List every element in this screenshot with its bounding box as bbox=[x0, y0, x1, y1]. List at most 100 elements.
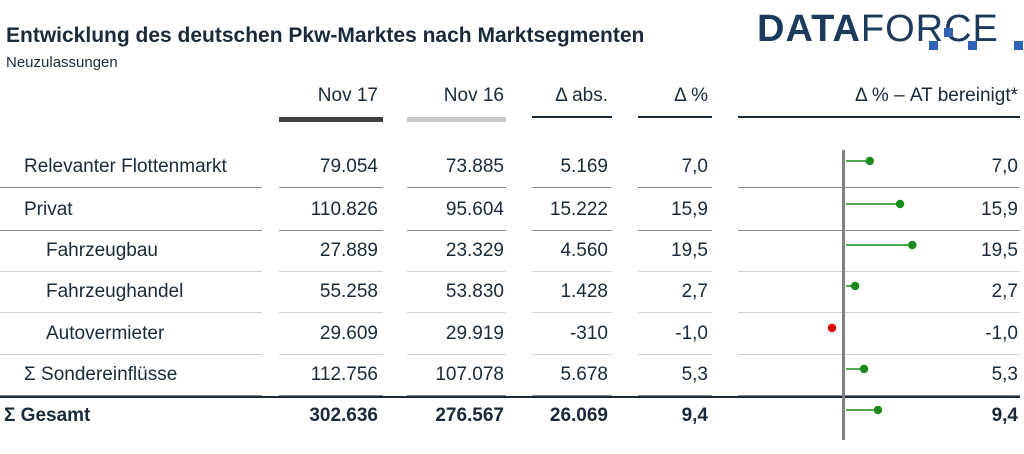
row-separator bbox=[738, 187, 1020, 188]
cell-nov16: 29.919 bbox=[445, 323, 504, 344]
table-row: Σ Gesamt 302.636 276.567 26.069 9,4 9,4 bbox=[0, 396, 1024, 437]
row-separator bbox=[532, 230, 612, 231]
cell-nov17: 29.609 bbox=[319, 323, 378, 344]
row-label: Relevanter Flottenmarkt bbox=[24, 156, 227, 177]
table-row: Fahrzeugbau 27.889 23.329 4.560 19,5 19,5 bbox=[0, 231, 1024, 272]
abs-header-rule bbox=[532, 116, 612, 118]
row-separator bbox=[638, 312, 712, 313]
cell-adj-label: 19,5 bbox=[981, 240, 1018, 261]
row-separator bbox=[532, 312, 612, 313]
row-label: Σ Sondereinflüsse bbox=[24, 364, 178, 385]
col-header-abs: Δ abs. bbox=[555, 85, 608, 106]
row-separator bbox=[407, 230, 506, 231]
col-header-pct: Δ % bbox=[674, 85, 708, 106]
cell-abs: 5.169 bbox=[560, 156, 608, 177]
cell-abs: 4.560 bbox=[560, 240, 608, 261]
logo-square bbox=[944, 28, 953, 37]
row-separator bbox=[532, 354, 612, 355]
table-row: Fahrzeughandel 55.258 53.830 1.428 2,7 2,7 bbox=[0, 272, 1024, 313]
row-separator bbox=[638, 395, 712, 396]
cell-nov16: 95.604 bbox=[445, 199, 504, 220]
cell-adj-label: 7,0 bbox=[991, 156, 1018, 177]
cell-nov16: 23.329 bbox=[445, 240, 504, 261]
cell-adj-label: -1,0 bbox=[985, 323, 1018, 344]
row-separator bbox=[279, 312, 383, 313]
row-label: Σ Gesamt bbox=[4, 405, 91, 426]
cell-abs: 26.069 bbox=[549, 405, 608, 426]
row-label: Fahrzeughandel bbox=[46, 281, 184, 302]
cell-abs: 1.428 bbox=[560, 281, 608, 302]
col-header-adjusted: Δ % – AT bereinigt* bbox=[854, 85, 1018, 106]
page-subtitle: Neuzulassungen bbox=[6, 54, 118, 71]
cell-pct: 2,7 bbox=[681, 281, 708, 302]
cell-nov17: 112.756 bbox=[310, 364, 378, 385]
logo-wordmark: DATAFORCE bbox=[757, 8, 999, 51]
row-separator bbox=[279, 230, 383, 231]
row-separator bbox=[279, 395, 383, 396]
row-separator bbox=[407, 395, 506, 396]
row-separator bbox=[0, 312, 262, 313]
cell-abs: 5.678 bbox=[560, 364, 608, 385]
row-separator bbox=[279, 354, 383, 355]
dataforce-logo: DATAFORCE bbox=[757, 8, 1024, 52]
zero-axis-line bbox=[842, 150, 845, 440]
cell-abs: -310 bbox=[569, 323, 608, 344]
row-separator bbox=[738, 271, 1020, 272]
nov17-header-bar bbox=[279, 117, 383, 122]
page-title: Entwicklung des deutschen Pkw-Marktes na… bbox=[6, 24, 645, 47]
cell-nov16: 53.830 bbox=[445, 281, 504, 302]
row-separator bbox=[407, 354, 506, 355]
cell-nov17: 27.889 bbox=[319, 240, 378, 261]
row-separator bbox=[638, 271, 712, 272]
cell-pct: 7,0 bbox=[681, 156, 708, 177]
cell-abs: 15.222 bbox=[549, 199, 608, 220]
row-separator bbox=[0, 395, 262, 396]
cell-adj-label: 9,4 bbox=[991, 405, 1018, 426]
row-separator bbox=[279, 271, 383, 272]
row-separator bbox=[0, 187, 262, 188]
col-header-nov16: Nov 16 bbox=[443, 85, 504, 106]
cell-nov17: 55.258 bbox=[319, 281, 378, 302]
cell-pct: 19,5 bbox=[671, 240, 708, 261]
cell-pct: -1,0 bbox=[675, 323, 708, 344]
row-separator bbox=[738, 230, 1020, 231]
row-separator bbox=[0, 354, 262, 355]
table-row: Privat 110.826 95.604 15.222 15,9 15,9 bbox=[0, 190, 1024, 231]
cell-nov16: 73.885 bbox=[445, 156, 504, 177]
row-label: Fahrzeugbau bbox=[46, 240, 158, 261]
cell-pct: 5,3 bbox=[681, 364, 708, 385]
pct-header-rule bbox=[638, 116, 712, 118]
row-separator bbox=[407, 271, 506, 272]
row-separator bbox=[532, 187, 612, 188]
row-separator bbox=[738, 354, 1020, 355]
cell-nov17: 79.054 bbox=[319, 156, 378, 177]
adjusted-header-rule bbox=[738, 116, 1020, 118]
cell-nov17: 302.636 bbox=[309, 405, 378, 426]
cell-nov16: 276.567 bbox=[435, 405, 504, 426]
cell-pct: 9,4 bbox=[681, 405, 708, 426]
row-separator bbox=[532, 271, 612, 272]
row-separator bbox=[532, 395, 612, 396]
row-separator bbox=[638, 230, 712, 231]
total-separator bbox=[0, 396, 1020, 398]
nov16-header-bar bbox=[407, 117, 506, 122]
row-separator bbox=[738, 395, 1020, 396]
logo-square bbox=[968, 41, 977, 50]
logo-square bbox=[1014, 41, 1023, 50]
cell-pct: 15,9 bbox=[671, 199, 708, 220]
row-separator bbox=[638, 187, 712, 188]
cell-adj-label: 2,7 bbox=[991, 281, 1018, 302]
row-label: Privat bbox=[24, 199, 73, 220]
row-separator bbox=[0, 271, 262, 272]
row-separator bbox=[279, 187, 383, 188]
col-header-nov17: Nov 17 bbox=[317, 85, 378, 106]
row-separator bbox=[638, 354, 712, 355]
row-separator bbox=[407, 312, 506, 313]
logo-square bbox=[929, 41, 938, 50]
cell-adj-label: 5,3 bbox=[991, 364, 1018, 385]
table-row: Relevanter Flottenmarkt 79.054 73.885 5.169… bbox=[0, 147, 1024, 188]
cell-adj-label: 15,9 bbox=[981, 199, 1018, 220]
cell-nov16: 107.078 bbox=[435, 364, 504, 385]
row-separator bbox=[0, 230, 262, 231]
row-separator bbox=[738, 312, 1020, 313]
